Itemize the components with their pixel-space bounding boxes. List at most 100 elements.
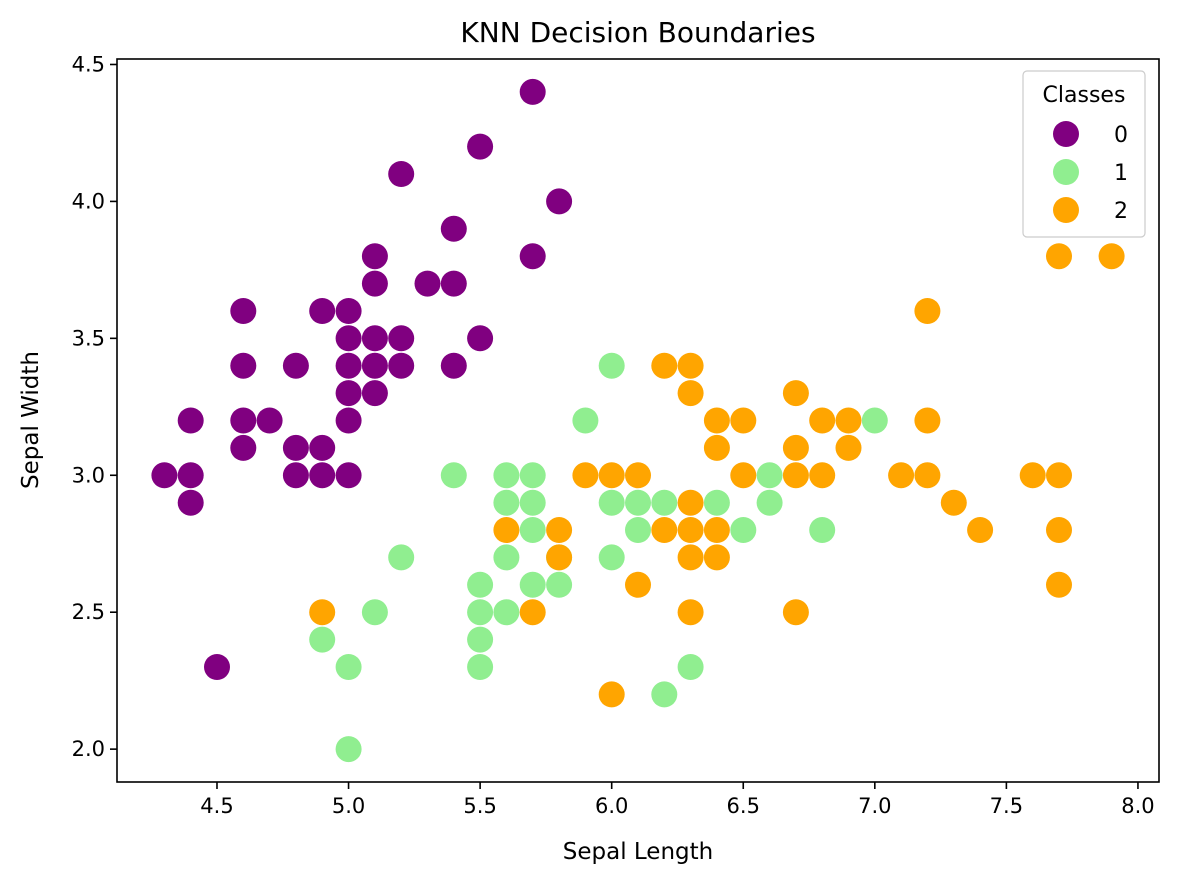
legend-title: Classes (1043, 83, 1126, 108)
data-point-class-2-35 (677, 544, 704, 571)
data-point-class-1-6 (756, 462, 783, 489)
y-axis-ticks: 2.0 2.5 3.0 3.5 4.0 4.5 (72, 52, 117, 761)
data-point-class-2-2 (914, 298, 941, 324)
data-point-class-2-33 (1046, 517, 1072, 543)
data-point-class-1-28 (309, 626, 336, 653)
data-point-class-2-9 (809, 407, 836, 434)
data-point-class-1-4 (493, 462, 520, 489)
data-point-class-2-25 (677, 489, 704, 516)
data-point-class-2-11 (914, 407, 941, 434)
data-point-class-0-36 (335, 462, 362, 489)
data-point-class-2-1 (1098, 243, 1125, 270)
data-point-class-0-26 (230, 407, 257, 434)
data-point-class-2-5 (677, 380, 704, 407)
y-tick-label: 2.0 (72, 737, 105, 761)
data-point-class-0-27 (256, 407, 283, 434)
data-point-class-2-24 (1046, 462, 1072, 489)
data-point-class-0-12 (335, 298, 362, 324)
x-tick-label: 5.0 (332, 794, 365, 818)
data-point-class-1-9 (598, 489, 625, 516)
data-point-class-1-12 (703, 489, 730, 516)
data-point-class-2-42 (782, 599, 809, 626)
data-point-class-1-15 (625, 517, 651, 543)
data-point-class-0-5 (361, 243, 388, 270)
plot-area-frame (116, 58, 1160, 783)
data-point-class-0-20 (361, 352, 388, 379)
data-point-class-1-0 (598, 352, 625, 379)
data-point-class-0-35 (309, 462, 336, 489)
data-point-class-1-19 (493, 544, 520, 571)
y-tick-label: 3.0 (72, 463, 105, 487)
data-point-class-2-23 (1019, 462, 1046, 489)
data-point-class-2-14 (835, 434, 862, 461)
data-point-class-1-24 (546, 571, 573, 598)
data-point-class-2-36 (703, 544, 730, 571)
x-tick-label: 7.5 (990, 794, 1023, 818)
x-axis-label: Sepal Length (563, 839, 713, 865)
data-point-class-1-31 (467, 654, 494, 680)
legend-frame (1022, 70, 1146, 238)
data-point-class-0-18 (282, 352, 309, 379)
data-point-class-0-17 (230, 352, 257, 379)
data-point-class-2-39 (309, 599, 336, 626)
x-tick-label: 6.5 (727, 794, 760, 818)
data-point-class-0-14 (361, 325, 388, 352)
legend-marker-class-0 (1053, 121, 1079, 147)
data-point-class-0-1 (467, 133, 494, 160)
data-point-class-2-40 (519, 599, 546, 626)
legend-entries: 0 1 2 (1053, 121, 1128, 224)
data-point-class-2-4 (677, 352, 704, 379)
data-point-class-2-20 (809, 462, 836, 489)
data-point-class-0-9 (440, 270, 467, 297)
legend-label-class-2: 2 (1114, 199, 1128, 224)
data-point-class-0-6 (519, 243, 546, 270)
chart-title: KNN Decision Boundaries (460, 16, 815, 49)
x-tick-label: 4.5 (200, 794, 233, 818)
data-point-class-2-18 (730, 462, 757, 489)
data-point-class-2-37 (625, 571, 651, 598)
y-axis-label: Sepal Width (18, 351, 44, 489)
data-point-class-2-31 (703, 517, 730, 543)
data-point-class-2-12 (703, 434, 730, 461)
y-tick-label: 3.5 (72, 326, 105, 350)
data-point-class-0-25 (177, 407, 204, 434)
x-tick-label: 7.0 (858, 794, 891, 818)
y-tick-label: 4.5 (72, 52, 105, 76)
data-point-class-0-38 (204, 654, 230, 680)
x-tick-label: 8.0 (1121, 794, 1154, 818)
data-point-class-2-8 (730, 407, 757, 434)
data-point-class-2-3 (651, 352, 678, 379)
data-point-class-0-7 (361, 270, 388, 297)
data-point-class-0-21 (388, 352, 415, 379)
data-point-class-1-1 (572, 407, 599, 434)
x-tick-label: 6.0 (595, 794, 628, 818)
data-point-class-2-13 (782, 434, 809, 461)
data-point-class-0-30 (282, 434, 309, 461)
data-point-class-1-23 (519, 571, 546, 598)
data-point-class-1-26 (467, 599, 494, 626)
data-point-class-0-22 (440, 352, 467, 379)
data-point-class-1-8 (519, 489, 546, 516)
data-point-class-2-32 (967, 517, 994, 543)
data-point-class-1-32 (677, 654, 704, 680)
data-point-class-0-0 (519, 78, 546, 105)
data-point-class-2-7 (703, 407, 730, 434)
data-point-class-1-27 (493, 599, 520, 626)
data-point-class-2-38 (1046, 571, 1072, 598)
data-point-class-1-29 (467, 626, 494, 653)
data-point-class-2-6 (782, 380, 809, 407)
data-point-class-1-11 (651, 489, 678, 516)
data-point-class-2-10 (835, 407, 862, 434)
y-tick-label: 2.5 (72, 600, 105, 624)
data-point-class-0-13 (335, 325, 362, 352)
data-point-class-0-24 (361, 380, 388, 407)
data-point-class-2-28 (546, 517, 573, 543)
data-point-class-0-4 (440, 215, 467, 242)
data-point-class-1-2 (861, 407, 888, 434)
data-point-class-0-15 (388, 325, 415, 352)
data-point-class-1-16 (730, 517, 757, 543)
data-point-class-0-33 (177, 462, 204, 489)
data-point-class-2-15 (572, 462, 599, 489)
legend: Classes 0 1 2 (1022, 70, 1146, 238)
